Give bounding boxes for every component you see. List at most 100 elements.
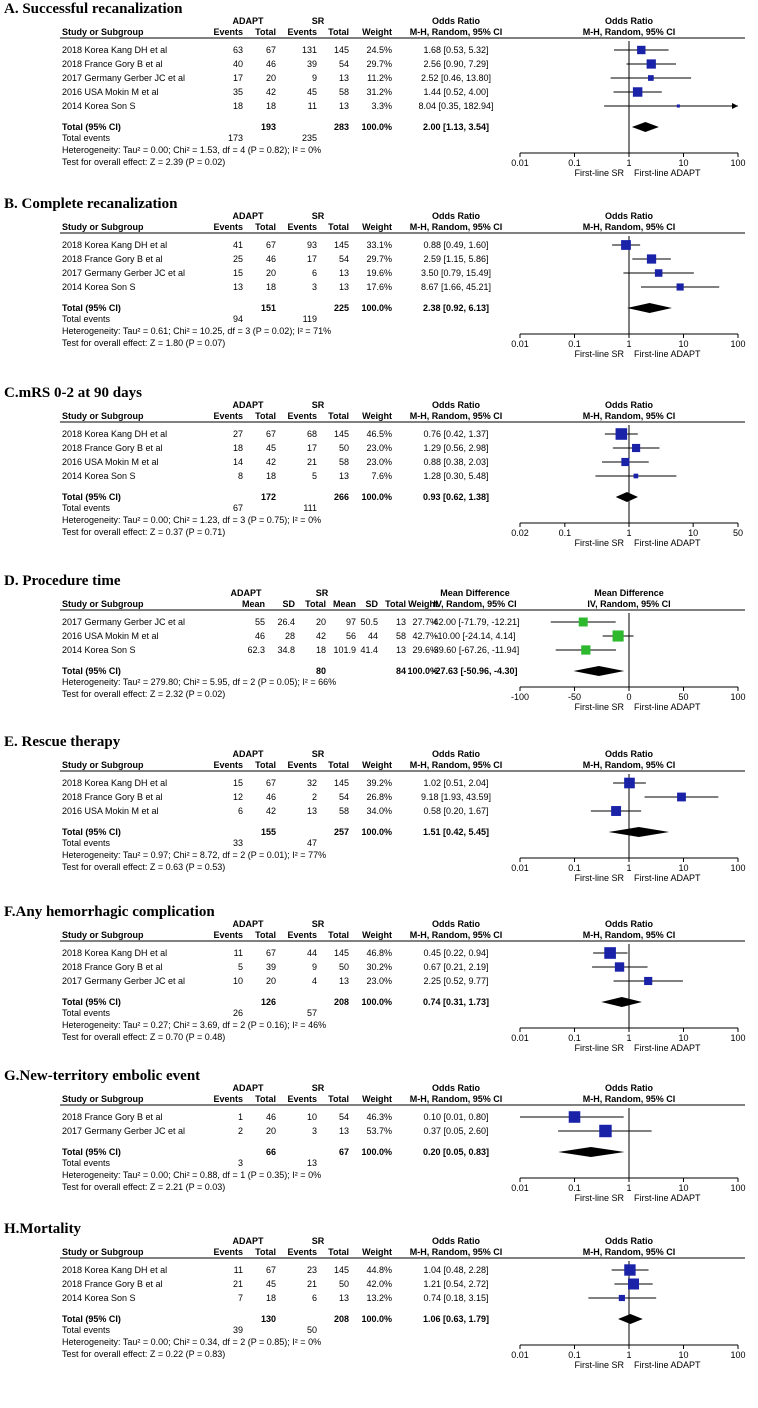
group1-events-header: Events: [213, 930, 243, 940]
effect-marker: [676, 104, 680, 108]
pooled-diamond: [627, 303, 672, 313]
study-weight: 44.8%: [366, 1265, 392, 1275]
x-tick-label: 0: [626, 692, 631, 702]
group1-value: 40: [233, 59, 243, 69]
x-tick-label: 10: [678, 158, 688, 168]
group1-value: 2: [238, 1126, 243, 1136]
group2-events-header: Events: [287, 411, 317, 421]
group1-total-header: Total: [305, 599, 326, 609]
study-name: 2014 Korea Son S: [62, 282, 136, 292]
group1-value: 1: [238, 1112, 243, 1122]
group1-value: 46: [266, 792, 276, 802]
study-weight: 46.5%: [366, 429, 392, 439]
forest-panel-e: E. Rescue therapy ADAPT SR Odds Ratio Odds R…: [4, 734, 746, 883]
group2-sd-header: SD: [365, 599, 378, 609]
total-weight: 100.0%: [361, 1147, 392, 1157]
overall-effect-text: Test for overall effect: Z = 2.39 (P = 0…: [62, 157, 225, 167]
study-row: 2016 USA Mokin M et al 6 42 13 58 34.0% 0.58 […: [62, 806, 642, 816]
study-row: 2014 Korea Son S 7 18 6 13 13.2% 0.74 [0.18, 3…: [62, 1293, 657, 1303]
study-row: 2018 France Gory B et al 40 46 39 54 29.7% 2.5…: [62, 59, 677, 69]
study-row: 2018 France Gory B et al 1 46 10 54 46.3% 0.10…: [62, 1111, 624, 1123]
group2-value: 50: [339, 443, 349, 453]
effect-marker: [611, 806, 622, 816]
group2-value: 68: [307, 429, 317, 439]
total-label: Total (95% CI): [62, 997, 121, 1007]
group1-header: ADAPT: [233, 16, 265, 26]
favours-left-label: First-line SR: [574, 538, 624, 548]
x-tick-label: 1: [626, 1350, 631, 1360]
group1-header: ADAPT: [233, 400, 265, 410]
group1-value: 67: [266, 1265, 276, 1275]
total-weight: 100.0%: [361, 122, 392, 132]
effect-marker: [581, 645, 591, 655]
study-ci-text: 2.56 [0.90, 7.29]: [423, 59, 488, 69]
panel-title: E. Rescue therapy: [4, 734, 121, 750]
group2-value: 101.9: [333, 645, 356, 655]
group2-value: 6: [312, 268, 317, 278]
total-weight: 100.0%: [361, 492, 392, 502]
group1-total: 130: [261, 1314, 276, 1324]
group1-total: 80: [316, 666, 326, 676]
group1-value: 27: [233, 429, 243, 439]
effect-marker: [637, 45, 646, 55]
study-column-header: Study or Subgroup: [62, 760, 144, 770]
total-label: Total (95% CI): [62, 492, 121, 502]
overall-effect-text: Test for overall effect: Z = 0.37 (P = 0…: [62, 527, 225, 537]
study-name: 2018 France Gory B et al: [62, 1279, 163, 1289]
group1-value: 8: [238, 471, 243, 481]
study-ci-text: 2.25 [0.52, 9.77]: [423, 976, 488, 986]
study-name: 2018 Korea Kang DH et al: [62, 429, 167, 439]
x-tick-label: 0.01: [511, 158, 529, 168]
group2-value: 54: [339, 254, 349, 264]
study-row: 2016 USA Mokin M et al 14 42 21 58 23.0% 0.88 …: [62, 457, 649, 467]
measure-header: Odds Ratio: [432, 749, 481, 759]
group2-total: 225: [334, 303, 349, 313]
group1-header: ADAPT: [233, 1083, 265, 1093]
pooled-diamond: [558, 1147, 625, 1157]
favours-right-label: First-line ADAPT: [634, 873, 701, 883]
x-tick-label: 50: [733, 528, 743, 538]
x-tick-label: -50: [568, 692, 581, 702]
group2-total: 266: [334, 492, 349, 502]
group2-value: 145: [334, 429, 349, 439]
total-label: Total (95% CI): [62, 827, 121, 837]
study-row: 2018 France Gory B et al 21 45 21 50 42.0% 1.2…: [62, 1278, 653, 1290]
pooled-diamond: [573, 666, 625, 676]
x-tick-label: 0.01: [511, 863, 529, 873]
total-label: Total (95% CI): [62, 1314, 121, 1324]
group2-total-events: 13: [307, 1158, 317, 1168]
group1-value: 7: [238, 1293, 243, 1303]
x-tick-label: 0.01: [511, 1183, 529, 1193]
group1-value: 17: [233, 73, 243, 83]
group2-value: 97: [346, 617, 356, 627]
effect-marker: [615, 428, 628, 440]
group1-value: 15: [233, 268, 243, 278]
study-weight: 33.1%: [366, 240, 392, 250]
group1-header: ADAPT: [233, 919, 265, 929]
overall-effect-text: Test for overall effect: Z = 1.80 (P = 0…: [62, 338, 225, 348]
group1-events-header: Events: [213, 27, 243, 37]
pooled-diamond: [618, 1314, 643, 1324]
group1-total: 66: [266, 1147, 276, 1157]
method-header: IV, Random, 95% CI: [433, 599, 516, 609]
group2-value: 13: [339, 471, 349, 481]
group1-value: 21: [233, 1279, 243, 1289]
effect-marker: [676, 283, 684, 291]
panel-title: A. Successful recanalization: [4, 1, 183, 17]
group2-value: 58: [339, 87, 349, 97]
effect-marker: [624, 777, 635, 789]
group2-value: 93: [307, 240, 317, 250]
x-tick-label: -100: [511, 692, 529, 702]
group2-value: 41.4: [360, 645, 378, 655]
x-tick-label: 1: [626, 158, 631, 168]
group2-total-events: 57: [307, 1008, 317, 1018]
study-name: 2018 Korea Kang DH et al: [62, 240, 167, 250]
group2-value: 44: [307, 948, 317, 958]
group1-value: 67: [266, 948, 276, 958]
group2-header: SR: [312, 919, 325, 929]
study-row: 2018 Korea Kang DH et al 11 67 23 145 44.8% 1.…: [62, 1264, 649, 1276]
group2-value: 32: [307, 778, 317, 788]
group2-value: 56: [346, 631, 356, 641]
group1-value: 5: [238, 962, 243, 972]
study-weight: 3.3%: [371, 101, 392, 111]
